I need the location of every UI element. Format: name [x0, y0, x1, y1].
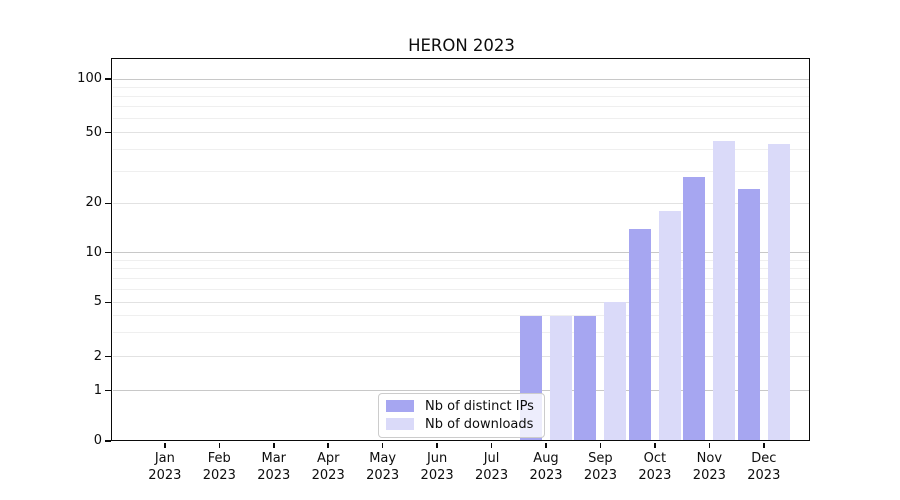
gridline-9 [113, 259, 810, 261]
y-tick-5 [105, 301, 112, 304]
x-tick-label-nov: Nov 2023 [692, 451, 726, 483]
x-tick-aug [545, 442, 547, 449]
x-tick-jan [164, 442, 166, 449]
x-tick-nov [708, 442, 711, 449]
bar-ips-nov [683, 177, 706, 441]
x-tick-jul [490, 442, 493, 449]
y-tick-label-100: 100 [77, 71, 102, 86]
gridline-2 [113, 356, 810, 358]
gridline-10 [113, 252, 810, 254]
x-tick-label-may: May 2023 [366, 451, 400, 483]
gridline-4 [113, 315, 810, 317]
x-tick-label-mar: Mar 2023 [257, 451, 291, 483]
bar-downloads-dec [767, 144, 790, 441]
gridline-60 [113, 117, 810, 119]
y-tick-0 [105, 440, 112, 442]
y-tick-100 [105, 78, 112, 80]
gridline-90 [113, 86, 810, 88]
gridline-80 [113, 95, 810, 97]
gridline-30 [113, 171, 810, 173]
legend-item-downloads: Nb of downloads [386, 417, 536, 432]
gridline-6 [113, 288, 810, 290]
y-tick-label-1: 1 [93, 382, 102, 398]
x-tick-label-dec: Dec 2023 [747, 451, 781, 483]
bar-downloads-nov [713, 140, 736, 441]
x-tick-apr [327, 442, 329, 449]
x-tick-jun [436, 442, 438, 449]
gridline-70 [113, 106, 810, 108]
x-tick-label-jun: Jun 2023 [420, 451, 454, 483]
gridline-7 [113, 277, 810, 279]
legend-item-distinct-ips: Nb of distinct IPs [386, 399, 536, 414]
gridline-8 [113, 268, 810, 270]
bar-ips-sep [574, 315, 597, 441]
y-tick-label-2: 2 [93, 348, 102, 364]
bar-ips-dec [737, 189, 760, 441]
gridline-1 [113, 390, 810, 392]
x-tick-feb [218, 442, 221, 449]
gridline-100 [113, 78, 810, 80]
x-tick-label-apr: Apr 2023 [311, 451, 345, 483]
legend-swatch-downloads [386, 418, 414, 430]
y-tick-label-20: 20 [85, 195, 102, 211]
legend: Nb of distinct IPs Nb of downloads [378, 392, 545, 438]
x-tick-oct [654, 442, 656, 449]
y-tick-label-5: 5 [93, 294, 102, 310]
chart-title: HERON 2023 [408, 36, 515, 55]
y-tick-20 [105, 202, 112, 205]
bar-downloads-sep [604, 302, 627, 441]
x-tick-label-aug: Aug 2023 [529, 451, 563, 483]
y-tick-label-10: 10 [85, 244, 102, 260]
x-tick-mar [272, 442, 275, 449]
x-tick-may [381, 442, 384, 449]
x-tick-sep [599, 442, 602, 449]
gridline-40 [113, 149, 810, 151]
bar-ips-oct [628, 228, 651, 441]
x-tick-label-sep: Sep 2023 [583, 451, 617, 483]
x-tick-label-feb: Feb 2023 [202, 451, 236, 483]
y-tick-2 [105, 355, 112, 358]
x-tick-label-oct: Oct 2023 [638, 451, 672, 483]
y-tick-10 [105, 251, 112, 254]
x-tick-dec [763, 442, 765, 449]
y-tick-label-50: 50 [85, 124, 102, 140]
legend-swatch-distinct-ips [386, 400, 414, 412]
legend-label-distinct-ips: Nb of distinct IPs [425, 398, 534, 414]
y-tick-1 [105, 389, 112, 392]
gridline-5 [113, 301, 810, 303]
x-tick-label-jan: Jan 2023 [148, 451, 182, 483]
plot-area: Nb of distinct IPs Nb of downloads [113, 60, 810, 442]
gridline-20 [113, 202, 810, 204]
y-tick-50 [105, 131, 112, 134]
y-tick-label-0: 0 [93, 433, 102, 448]
bar-downloads-oct [658, 210, 681, 441]
gridline-3 [113, 332, 810, 334]
bar-downloads-aug [550, 315, 572, 441]
legend-label-downloads: Nb of downloads [425, 416, 534, 432]
gridline-50 [113, 132, 810, 133]
x-tick-label-jul: Jul 2023 [475, 451, 509, 483]
